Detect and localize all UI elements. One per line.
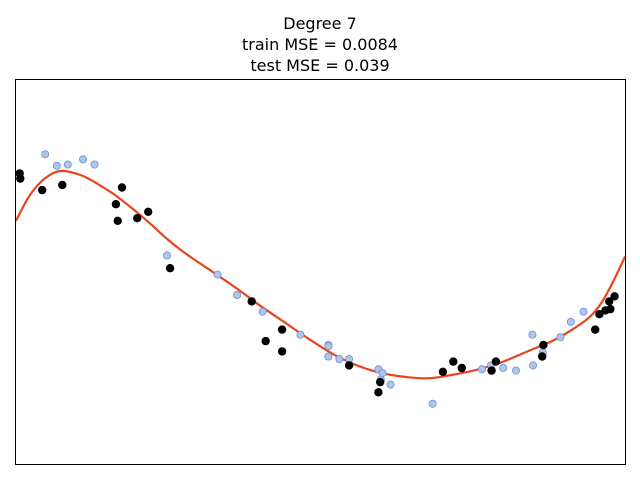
test-point (324, 352, 333, 361)
test-point (162, 251, 171, 260)
train-point (133, 214, 142, 223)
train-point (277, 347, 287, 356)
train-point (16, 174, 25, 183)
test-point (579, 307, 588, 316)
test-point (258, 307, 267, 316)
test-point (477, 365, 486, 374)
test-point (52, 161, 61, 170)
test-point (512, 366, 521, 375)
title-line-2: train MSE = 0.0084 (242, 35, 398, 54)
test-point (528, 330, 537, 339)
test-point (41, 150, 50, 159)
train-point (438, 367, 448, 376)
title-line-3: test MSE = 0.039 (250, 56, 389, 75)
train-point (457, 363, 466, 373)
test-point (428, 399, 437, 408)
train-point (376, 377, 385, 387)
train-point (606, 304, 615, 314)
train-point (610, 292, 619, 301)
train-point (277, 325, 287, 334)
test-point (378, 369, 387, 378)
train-point (449, 357, 458, 366)
train-point (144, 207, 153, 216)
test-point (233, 290, 242, 299)
plot-area (15, 150, 626, 408)
test-point (556, 333, 565, 342)
train-point (111, 200, 121, 209)
test-point (324, 342, 333, 351)
test-point (79, 155, 88, 164)
test-point (529, 361, 538, 370)
train-point (113, 216, 122, 225)
train-point (487, 366, 496, 375)
train-points-series (15, 169, 619, 397)
train-point (595, 310, 604, 319)
test-point (296, 330, 305, 339)
test-point (63, 160, 72, 169)
train-point (247, 297, 256, 306)
train-point (58, 180, 67, 190)
test-point (213, 270, 222, 279)
train-point (591, 325, 600, 334)
title-line-1: Degree 7 (283, 14, 357, 33)
train-point (344, 361, 354, 370)
test-point (566, 317, 575, 326)
axes-frame (15, 79, 626, 465)
train-point (261, 336, 270, 346)
train-point (165, 264, 175, 273)
test-point (90, 160, 99, 169)
test-point (335, 354, 344, 363)
train-point (605, 297, 614, 306)
train-point (38, 185, 47, 195)
test-points-series (41, 150, 588, 408)
train-point (539, 340, 548, 350)
train-point (117, 183, 127, 192)
train-point (491, 357, 501, 366)
chart-title: Degree 7 train MSE = 0.0084 test MSE = 0… (242, 14, 398, 75)
train-point (538, 352, 547, 361)
test-point (499, 363, 508, 372)
train-point (374, 388, 383, 397)
fit-curve-line (15, 169, 626, 380)
test-point (386, 380, 395, 389)
